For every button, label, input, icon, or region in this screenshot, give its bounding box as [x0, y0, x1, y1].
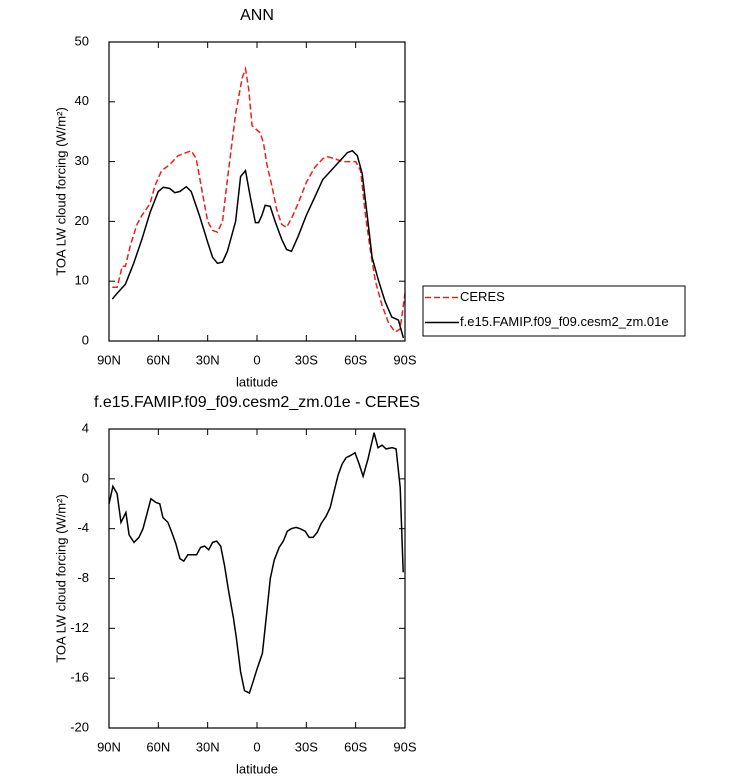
- x-tick-label: 90N: [97, 739, 121, 754]
- x-axis-label: latitude: [236, 374, 278, 389]
- x-tick-label: 60N: [146, 352, 170, 367]
- y-tick-label: -4: [77, 520, 89, 535]
- x-tick-label: 90S: [393, 352, 416, 367]
- y-tick-label: 40: [75, 93, 89, 108]
- y-tick-label: -12: [70, 620, 89, 635]
- data-line: [108, 432, 404, 695]
- x-tick-label: 30S: [295, 352, 318, 367]
- y-tick-label: 0: [82, 332, 89, 347]
- x-tick-label: 60S: [344, 352, 367, 367]
- y-tick-label: 0: [82, 470, 89, 485]
- y-tick-label: -20: [70, 719, 89, 734]
- y-axis-label: TOA LW cloud forcing (W/m²): [53, 494, 68, 663]
- x-tick-label: 0: [253, 739, 260, 754]
- x-tick-label: 0: [253, 352, 260, 367]
- legend-label: CERES: [460, 289, 505, 304]
- x-tick-label: 60S: [344, 739, 367, 754]
- y-tick-label: -8: [77, 570, 89, 585]
- y-axis-label: TOA LW cloud forcing (W/m²): [53, 107, 68, 276]
- x-tick-label: 30N: [196, 352, 220, 367]
- legend-box: [422, 285, 686, 337]
- x-tick-label: 60N: [146, 739, 170, 754]
- plot-frame: [108, 428, 406, 729]
- data-line: [112, 65, 406, 333]
- legend-label: f.e15.FAMIP.f09_f09.cesm2_zm.01e: [460, 314, 669, 329]
- plot-frame: [108, 41, 406, 342]
- y-tick-label: 30: [75, 153, 89, 168]
- y-tick-label: 10: [75, 273, 89, 288]
- chart-title: f.e15.FAMIP.f09_f09.cesm2_zm.01e - CERES: [94, 394, 420, 411]
- x-tick-label: 30S: [295, 739, 318, 754]
- x-axis-label: latitude: [236, 761, 278, 776]
- y-tick-label: 20: [75, 213, 89, 228]
- chart-title: ANN: [240, 7, 274, 24]
- y-tick-label: 4: [82, 420, 89, 435]
- x-tick-label: 30N: [196, 739, 220, 754]
- y-tick-label: -16: [70, 670, 89, 685]
- y-tick-label: 50: [75, 33, 89, 48]
- x-tick-label: 90S: [393, 739, 416, 754]
- data-line: [111, 149, 405, 339]
- x-tick-label: 90N: [97, 352, 121, 367]
